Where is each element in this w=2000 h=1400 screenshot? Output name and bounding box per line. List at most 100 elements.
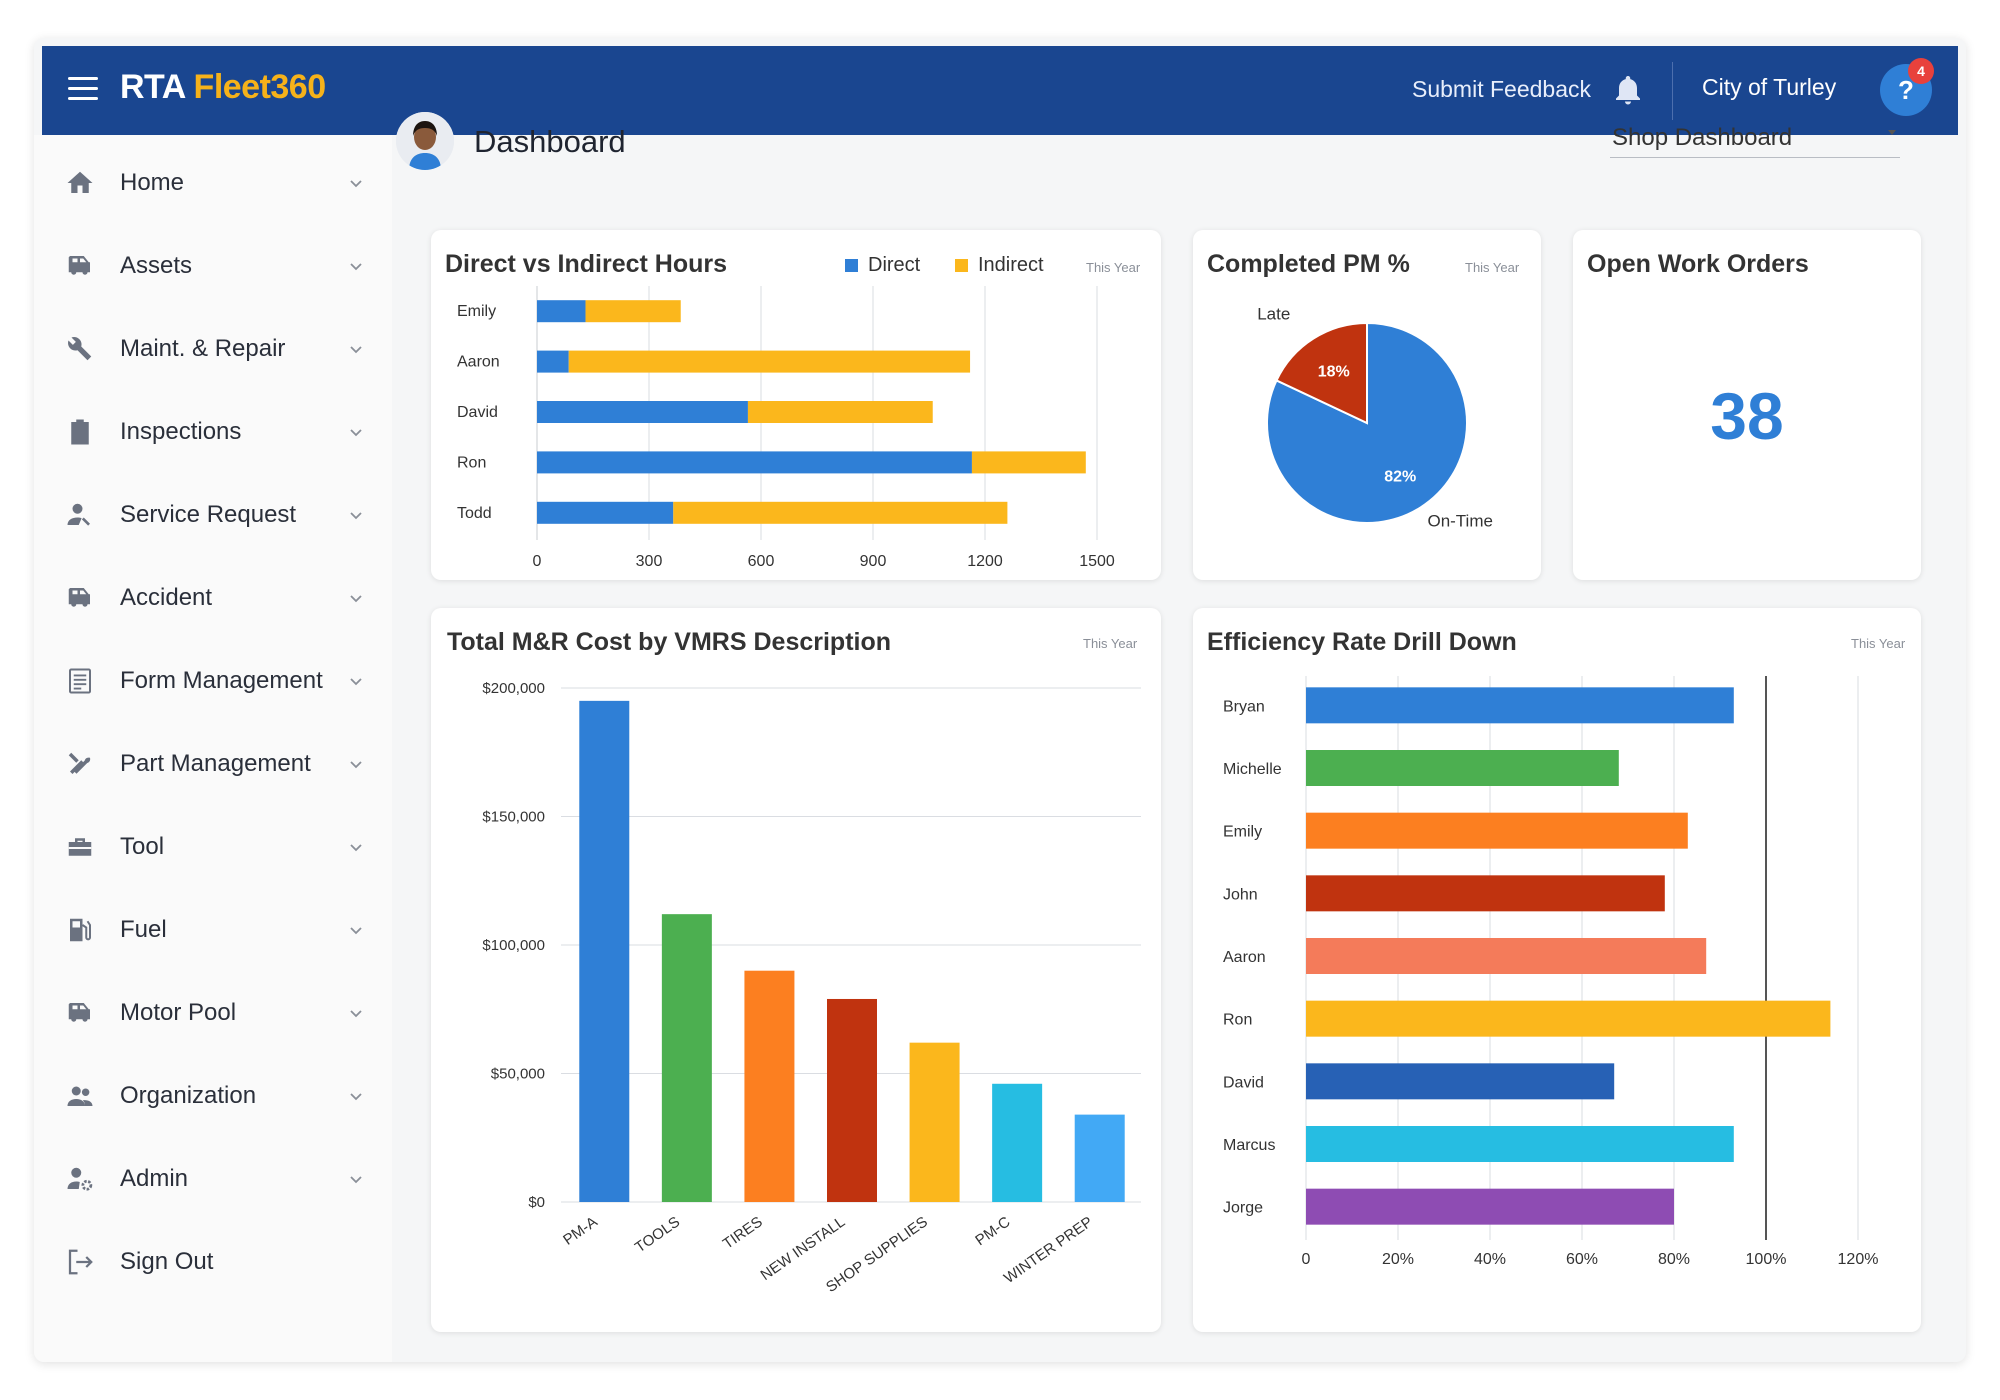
person-gear-icon <box>64 1163 96 1195</box>
bar-indirect <box>747 401 933 423</box>
user-avatar-icon <box>396 112 454 170</box>
cost-bar <box>661 914 712 1202</box>
sidebar-item-home[interactable]: Home <box>34 151 392 215</box>
sidebar-item-label: Home <box>120 169 185 196</box>
organization-selector[interactable]: City of Turley <box>1702 74 1837 100</box>
x-tick-label: 1500 <box>1079 553 1115 570</box>
pie-slice-label: 82% <box>1384 468 1416 485</box>
sidebar-item-assets[interactable]: Assets <box>34 234 392 298</box>
top-bar: RTA Fleet360 Submit Feedback City of Tur… <box>42 46 1958 135</box>
bell-icon[interactable] <box>1610 72 1646 110</box>
sidebar-item-organization[interactable]: Organization <box>34 1064 392 1128</box>
bar-direct <box>537 300 586 323</box>
sidebar-item-sign-out[interactable]: Sign Out <box>34 1230 392 1294</box>
card-title: Efficiency Rate Drill Down <box>1207 628 1517 656</box>
sidebar-item-fuel[interactable]: Fuel <box>34 898 392 962</box>
x-tick-label: 900 <box>860 553 887 570</box>
x-category-label: PM-C <box>972 1213 1013 1249</box>
pie-category-label: Late <box>1257 304 1290 323</box>
y-category-label: Bryan <box>1223 698 1265 715</box>
direct-indirect-chart: 0 300 600 900 1200 1500 Emily Aaron David Ron Todd <box>457 286 1115 570</box>
vehicle-icon <box>64 997 96 1029</box>
sidebar-item-admin[interactable]: Admin <box>34 1147 392 1211</box>
caret-down-icon <box>1888 130 1896 135</box>
sign-out-icon <box>64 1246 96 1278</box>
y-category-label: Emily <box>457 303 496 320</box>
card-title: Direct vs Indirect Hours <box>445 250 728 278</box>
y-tick-label: $150,000 <box>482 809 545 826</box>
efficiency-bar <box>1306 938 1707 974</box>
card-title: Completed PM % <box>1207 250 1410 278</box>
chevron-down-icon <box>350 595 362 603</box>
sidebar-item-label: Admin <box>120 1165 189 1192</box>
sidebar-item-label: Sign Out <box>120 1248 214 1275</box>
sidebar-item-label: Tool <box>120 833 165 860</box>
sidebar-item-label: Organization <box>120 1082 257 1109</box>
bar-direct <box>537 401 748 423</box>
open-work-orders-value[interactable]: 38 <box>1710 379 1784 453</box>
y-category-label: Aaron <box>457 354 500 371</box>
menu-icon[interactable] <box>68 77 98 101</box>
logo-primary: RTA <box>120 68 185 106</box>
x-tick-label: 20% <box>1382 1251 1414 1268</box>
cost-bar <box>909 1042 960 1202</box>
toolbox-icon <box>64 831 96 863</box>
sidebar-item-label: Fuel <box>120 916 167 943</box>
sidebar-item-tool[interactable]: Tool <box>34 815 392 879</box>
form-icon <box>64 665 96 697</box>
sidebar-item-part-management[interactable]: Part Management <box>34 732 392 796</box>
chevron-down-icon <box>350 678 362 686</box>
legend-indirect[interactable]: Indirect <box>955 254 1044 277</box>
y-tick-label: $50,000 <box>491 1066 545 1083</box>
x-tick-label: 0 <box>1302 1251 1311 1268</box>
y-tick-label: $0 <box>528 1194 545 1211</box>
x-tick-label: 120% <box>1838 1251 1879 1268</box>
y-tick-label: $100,000 <box>482 937 545 954</box>
cost-bar <box>992 1083 1043 1202</box>
cost-bar <box>744 970 795 1202</box>
y-category-label: David <box>1223 1074 1264 1091</box>
avatar[interactable] <box>396 112 454 170</box>
x-category-label: WINTER PREP <box>1001 1213 1096 1287</box>
mr-cost-card: Total M&R Cost by VMRS Description This … <box>431 608 1161 1332</box>
legend-direct[interactable]: Direct <box>845 254 920 277</box>
wrench-icon <box>64 333 96 365</box>
tools-icon <box>64 748 96 780</box>
efficiency-bar <box>1306 687 1734 724</box>
bar-direct <box>537 451 972 474</box>
sidebar-item-form-management[interactable]: Form Management <box>34 649 392 713</box>
chevron-down-icon <box>350 844 362 852</box>
card-title: Open Work Orders <box>1587 250 1809 278</box>
chevron-down-icon <box>350 346 362 354</box>
sidebar-item-motor-pool[interactable]: Motor Pool <box>34 981 392 1045</box>
vehicle-icon <box>64 582 96 614</box>
period-label: This Year <box>1086 260 1141 275</box>
fuel-icon <box>64 914 96 946</box>
y-category-label: Michelle <box>1223 761 1282 778</box>
sidebar-item-service-request[interactable]: Service Request <box>34 483 392 547</box>
open-work-orders-card[interactable]: Open Work Orders 38 <box>1573 230 1921 580</box>
sidebar-item-label: Inspections <box>120 418 242 445</box>
chevron-down-icon <box>350 512 362 520</box>
sidebar-item-accident[interactable]: Accident <box>34 566 392 630</box>
notification-badge: 4 <box>1908 58 1934 84</box>
sidebar-item-maint-repair[interactable]: Maint. & Repair <box>34 317 392 381</box>
bar-direct <box>537 501 674 524</box>
efficiency-bar <box>1306 812 1688 849</box>
app-logo[interactable]: RTA Fleet360 <box>120 68 326 107</box>
chevron-down-icon <box>350 263 362 271</box>
dashboard-view-select[interactable]: Shop Dashboard <box>1610 120 1900 158</box>
home-icon <box>64 167 96 199</box>
direct-indirect-card: Direct vs Indirect Hours Direct Indirect… <box>431 230 1161 580</box>
completed-pm-card: Completed PM % This Year 82% On-Time 18% La… <box>1193 230 1541 580</box>
chevron-down-icon <box>350 429 362 437</box>
cost-bar <box>827 998 877 1202</box>
sidebar-item-inspections[interactable]: Inspections <box>34 400 392 464</box>
y-category-label: Jorge <box>1223 1200 1263 1217</box>
cost-bar <box>1074 1114 1125 1202</box>
submit-feedback-link[interactable]: Submit Feedback <box>1412 76 1591 102</box>
sidebar-item-label: Motor Pool <box>120 999 237 1026</box>
pie-slice-label: 18% <box>1318 364 1350 381</box>
dashboard-view-value: Shop Dashboard <box>1612 124 1793 151</box>
vehicle-icon <box>64 250 96 282</box>
